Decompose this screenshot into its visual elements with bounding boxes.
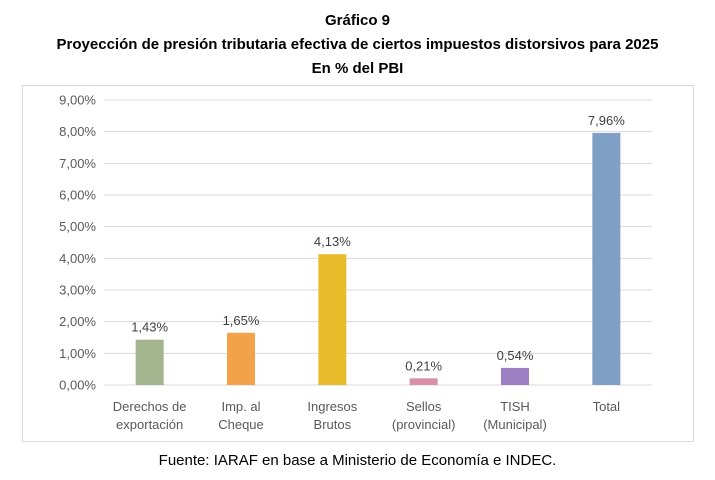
source-note: Fuente: IARAF en base a Ministerio de Ec… [158, 452, 557, 469]
chart-subtitle: Proyección de presión tributaria efectiv… [56, 36, 659, 53]
x-tick-label: (Municipal) [483, 417, 547, 432]
x-tick-label: Imp. al [221, 399, 260, 414]
bar [135, 339, 164, 385]
bar [227, 332, 255, 385]
y-tick-label: 4,00% [59, 251, 96, 266]
x-tick-label: exportación [116, 417, 183, 432]
chart-units: En % del PBI [311, 60, 404, 77]
x-tick-label: Derechos de [113, 399, 187, 414]
bar [318, 254, 347, 385]
y-tick-label: 7,00% [59, 156, 96, 171]
data-label: 1,43% [131, 320, 168, 335]
data-label: 1,65% [223, 313, 260, 328]
x-tick-label: Ingresos [307, 399, 357, 414]
data-label: 7,96% [588, 113, 625, 128]
x-tick-label: TISH [500, 399, 530, 414]
bar [592, 132, 621, 385]
y-tick-label: 8,00% [59, 124, 96, 139]
y-tick-label: 6,00% [59, 188, 96, 203]
x-tick-label: Brutos [314, 417, 352, 432]
y-tick-label: 9,00% [59, 93, 96, 108]
x-tick-label: Sellos [406, 399, 442, 414]
data-label: 0,54% [497, 348, 534, 363]
y-tick-label: 2,00% [59, 314, 96, 329]
bar [501, 367, 529, 385]
data-label: 4,13% [314, 234, 351, 249]
chart-frame [22, 85, 694, 442]
y-tick-label: 5,00% [59, 219, 96, 234]
x-tick-label: Cheque [218, 417, 264, 432]
y-tick-label: 0,00% [59, 378, 96, 393]
chart-title: Gráfico 9 [324, 12, 391, 29]
x-tick-label: Total [593, 399, 621, 414]
bar [409, 378, 438, 385]
x-tick-label: (provincial) [392, 417, 456, 432]
y-tick-label: 1,00% [59, 346, 96, 361]
y-tick-label: 3,00% [59, 283, 96, 298]
data-label: 0,21% [405, 358, 442, 373]
